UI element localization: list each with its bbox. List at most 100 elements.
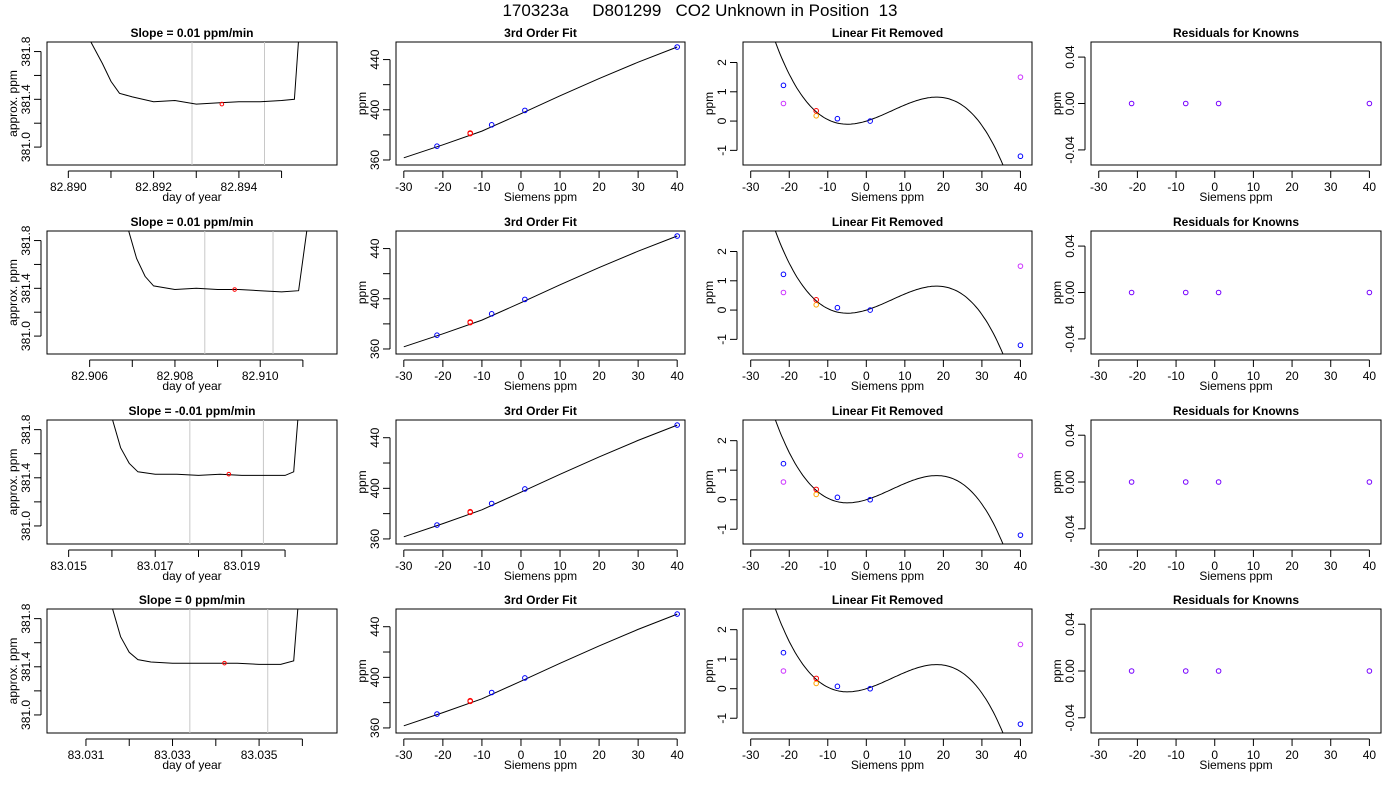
panel-fit3-3-known-point <box>674 422 680 428</box>
panel-fit3-1-ytick-label: 400 <box>368 99 382 119</box>
panel-linear_removed-3-xtick-label: -30 <box>742 559 760 573</box>
panel-fit3-4-title: 3rd Order Fit <box>504 593 577 607</box>
panel-fit3-2-title: 3rd Order Fit <box>504 215 577 229</box>
panel-linear_removed-2-xtick-label: -20 <box>781 369 799 383</box>
panel-residuals-1-xtick-label: -10 <box>1167 180 1185 194</box>
panel-linear_removed-3-xtick-label: 20 <box>937 559 951 573</box>
panel-residuals-3-ytick-label: 0.04 <box>1063 423 1077 447</box>
panel-residuals-3-residual-point <box>1182 479 1189 485</box>
panel-trace-2-frame <box>46 230 338 355</box>
panel-residuals-4-xtick-label: 0 <box>1211 748 1218 762</box>
panel-fit3-2-known-point <box>434 332 440 338</box>
panel-trace-2-xtick-label: 82.906 <box>71 369 108 383</box>
panel-residuals-3-xtick-label: 0 <box>1211 559 1218 573</box>
panel-fit3-2-ylabel: ppm <box>355 281 369 304</box>
panel-residuals-1-ytick-label: 0.00 <box>1063 91 1077 115</box>
panel-linear_removed-3-known-point <box>780 460 787 467</box>
panel-linear_removed-2-xtick-label: 0 <box>863 369 870 383</box>
panel-linear_removed-3-ytick-label: -1 <box>715 524 729 535</box>
panel-residuals-3-ytick-label: -0.04 <box>1063 515 1077 543</box>
panel-trace-3-ylabel: approx. ppm <box>6 449 20 516</box>
panel-fit3-2-xtick-label: -30 <box>395 369 413 383</box>
panel-fit3-2-xlabel: Siemens ppm <box>504 379 577 393</box>
panel-trace-1-xlabel: day of year <box>162 190 221 204</box>
panel-residuals-2-xtick-label: -10 <box>1167 369 1185 383</box>
panel-trace-4-ytick-label: 381.4 <box>19 651 33 681</box>
panel-fit3-3-title: 3rd Order Fit <box>504 404 577 418</box>
panel-linear_removed-2-ylabel: ppm <box>702 281 716 304</box>
panel-fit3-1-ylabel: ppm <box>355 92 369 115</box>
panel-trace-2-ytick-label: 381.8 <box>19 225 33 255</box>
panel-residuals-1-xtick-label: 20 <box>1285 180 1299 194</box>
panel-trace-4-xtick-label: 83.033 <box>154 748 191 762</box>
panel-linear_removed-2-xtick-label: 20 <box>937 369 951 383</box>
panel-linear_removed-4-ytick-label: 2 <box>715 626 729 633</box>
panel-trace-1-xtick-label: 82.894 <box>221 180 258 194</box>
panel-fit3-4-xtick-label: 10 <box>553 748 567 762</box>
panel-linear_removed-4-xtick-label: 10 <box>898 748 912 762</box>
panel-residuals-4-residual-point <box>1128 668 1135 674</box>
panel-fit3-2-ytick-label: 360 <box>368 339 382 359</box>
panel-residuals-3-frame <box>1090 419 1382 545</box>
panel-trace-3-xtick-label: 83.019 <box>223 559 260 573</box>
panel-linear_removed-2-ytick-label: 1 <box>715 277 729 284</box>
panel-linear_removed-4-xtick-label: 0 <box>863 748 870 762</box>
panel-residuals-2-xtick-label: 10 <box>1247 369 1261 383</box>
panel-trace-1-title: Slope = 0.01 ppm/min <box>130 26 253 40</box>
panel-fit3-2-known-point <box>522 296 528 303</box>
panel-linear_removed-1-unknown-point <box>813 108 820 114</box>
panel-fit3-2-frame <box>395 230 686 355</box>
panel-linear_removed-1-xtick-label: -10 <box>819 180 837 194</box>
panel-linear_removed-3-xtick-label: 30 <box>975 559 989 573</box>
panel-residuals-1-xtick-label: -20 <box>1129 180 1147 194</box>
panel-trace-1-ytick-label: 381.8 <box>19 36 33 66</box>
panel-linear_removed-4-xtick-label: -20 <box>781 748 799 762</box>
panel-linear_removed-2-title: Linear Fit Removed <box>832 215 943 229</box>
panel-linear_removed-4-magenta-point <box>1017 641 1024 648</box>
panel-linear_removed-4-xtick-label: 30 <box>975 748 989 762</box>
panel-linear_removed-1-xtick-label: -30 <box>742 180 760 194</box>
panel-fit3-3-ytick-label: 400 <box>368 478 382 498</box>
panel-linear_removed-1-ytick-label: -1 <box>715 145 729 156</box>
panel-trace-2-ylabel: approx. ppm <box>6 259 20 326</box>
panel-linear_removed-4-xtick-label: 40 <box>1014 748 1028 762</box>
panel-linear_removed-3-orange-point <box>813 491 820 498</box>
panel-residuals-4-ytick-label: 0.04 <box>1063 612 1077 636</box>
panel-trace-1-xtick-label: 82.892 <box>135 180 172 194</box>
panel-residuals-4-xtick-label: -30 <box>1090 748 1108 762</box>
panel-residuals-3-xtick-label: -30 <box>1090 559 1108 573</box>
panel-residuals-3-xtick-label: -10 <box>1167 559 1185 573</box>
panel-residuals-1-residual-point <box>1366 100 1373 107</box>
panel-fit3-1-xtick-label: -20 <box>434 180 452 194</box>
panel-linear_removed-1-xtick-label: 20 <box>937 180 951 194</box>
panel-trace-2-xtick-label: 82.910 <box>242 369 279 383</box>
panel-trace-3-frame <box>46 419 338 545</box>
panel-linear_removed-4-ylabel: ppm <box>702 659 716 682</box>
panel-fit3-1-xtick-label: -10 <box>473 180 491 194</box>
panel-fit3-3-known-point <box>434 522 440 528</box>
panel-residuals-2-ytick-label: -0.04 <box>1063 325 1077 353</box>
panel-trace-4-ytick-label: 381.8 <box>19 603 33 633</box>
panel-fit3-2-xtick-label: 20 <box>592 369 606 383</box>
panel-linear_removed-2-unknown-point <box>813 297 820 303</box>
panel-residuals-2-ylabel: ppm <box>1050 281 1064 304</box>
panel-residuals-4-xtick-label: 30 <box>1324 748 1338 762</box>
panel-trace-3-title: Slope = -0.01 ppm/min <box>128 404 255 418</box>
panel-linear_removed-3-xtick-label: 10 <box>898 559 912 573</box>
panel-residuals-4-xtick-label: 10 <box>1247 748 1261 762</box>
panel-linear_removed-1-xtick-label: 10 <box>898 180 912 194</box>
panel-trace-4-ytick-label: 381.0 <box>19 700 33 730</box>
panel-fit3-1-known-point <box>434 143 440 149</box>
panel-linear_removed-4-unknown-point <box>813 675 820 682</box>
panel-linear_removed-4-title: Linear Fit Removed <box>832 593 943 607</box>
panel-linear_removed-1-frame <box>742 41 1033 166</box>
panel-residuals-1-xtick-label: 0 <box>1211 180 1218 194</box>
panel-linear_removed-2-magenta-point <box>1017 263 1024 269</box>
panel-residuals-2-title: Residuals for Knowns <box>1173 215 1299 229</box>
panel-residuals-3-title: Residuals for Knowns <box>1173 404 1299 418</box>
panel-fit3-2-xtick-label: -20 <box>434 369 452 383</box>
panel-linear_removed-1-xtick-label: -20 <box>781 180 799 194</box>
panel-trace-1-unknown-mean-point <box>219 101 225 107</box>
panel-linear_removed-1-orange-point <box>813 113 820 119</box>
panel-fit3-4-ylabel: ppm <box>355 659 369 682</box>
